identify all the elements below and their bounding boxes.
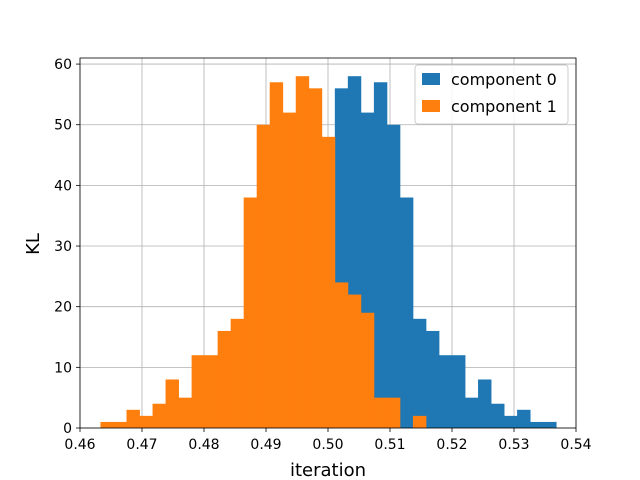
histogram-bar xyxy=(373,82,388,428)
histogram-bar xyxy=(308,88,323,428)
histogram-bar xyxy=(269,82,284,428)
x-tick-label: 0.46 xyxy=(64,437,95,453)
axis-ticks: 0.46 0.47 0.48 0.49 0.50 0.51 0.52 0.53 0.54 0 10 2… xyxy=(54,57,592,453)
histogram-bar xyxy=(465,397,479,428)
histogram-bar xyxy=(425,330,440,428)
y-tick-label: 60 xyxy=(54,57,72,73)
x-tick-label: 0.51 xyxy=(374,437,405,453)
histogram-bar xyxy=(334,282,349,428)
histogram-bar xyxy=(504,415,518,428)
y-tick-label: 50 xyxy=(54,118,72,134)
y-axis-label: KL xyxy=(23,233,44,255)
y-tick-label: 20 xyxy=(54,300,72,316)
x-tick-label: 0.49 xyxy=(250,437,281,453)
histogram-bar xyxy=(399,197,414,428)
bars-layer xyxy=(100,76,557,429)
x-tick-label: 0.48 xyxy=(188,437,219,453)
x-axis-label: iteration xyxy=(290,460,366,480)
histogram-bar xyxy=(373,397,388,428)
histogram-bar xyxy=(243,197,258,428)
x-tick-label: 0.54 xyxy=(560,437,591,453)
legend-swatch-component-0 xyxy=(422,73,440,85)
series-component-1 xyxy=(100,76,427,429)
legend-swatch-component-1 xyxy=(422,100,440,112)
y-tick-label: 40 xyxy=(54,178,72,194)
histogram-bar xyxy=(256,124,271,428)
y-tick-label: 0 xyxy=(63,421,72,437)
histogram-bar xyxy=(282,112,297,429)
histogram-bar xyxy=(530,421,544,428)
histogram-bar xyxy=(386,124,401,428)
histogram-bar xyxy=(478,379,492,428)
histogram-bar xyxy=(412,318,427,428)
histogram-bar xyxy=(100,421,114,428)
histogram-bar xyxy=(113,421,127,428)
histogram-bar xyxy=(230,318,245,428)
histogram-bar xyxy=(438,355,453,428)
legend: component 0 component 1 xyxy=(414,64,569,125)
histogram-bar xyxy=(386,397,401,428)
y-tick-label: 10 xyxy=(54,360,72,376)
histogram-bar xyxy=(165,379,179,428)
histogram-bar xyxy=(217,330,232,428)
histogram-bar xyxy=(204,355,219,428)
x-tick-label: 0.52 xyxy=(436,437,467,453)
histogram-bar xyxy=(543,421,557,428)
x-tick-label: 0.50 xyxy=(312,437,343,453)
legend-label-component-1: component 1 xyxy=(451,97,557,116)
y-tick-label: 30 xyxy=(54,239,72,255)
histogram-bar xyxy=(452,355,466,428)
histogram-bar xyxy=(295,76,310,429)
histogram-bar xyxy=(191,355,206,428)
histogram-bar xyxy=(321,136,336,428)
legend-label-component-0: component 0 xyxy=(451,70,557,89)
histogram-bar xyxy=(517,409,531,428)
histogram-bar xyxy=(360,312,375,428)
histogram-bar xyxy=(178,397,192,428)
histogram-bar xyxy=(347,294,362,428)
histogram-bar xyxy=(139,415,153,428)
x-tick-label: 0.47 xyxy=(126,437,157,453)
x-tick-label: 0.53 xyxy=(498,437,529,453)
histogram-bar xyxy=(152,403,166,428)
histogram-bar xyxy=(491,403,505,428)
histogram-bar xyxy=(126,409,140,428)
histogram-bar xyxy=(412,415,427,428)
legend-frame xyxy=(414,64,569,125)
